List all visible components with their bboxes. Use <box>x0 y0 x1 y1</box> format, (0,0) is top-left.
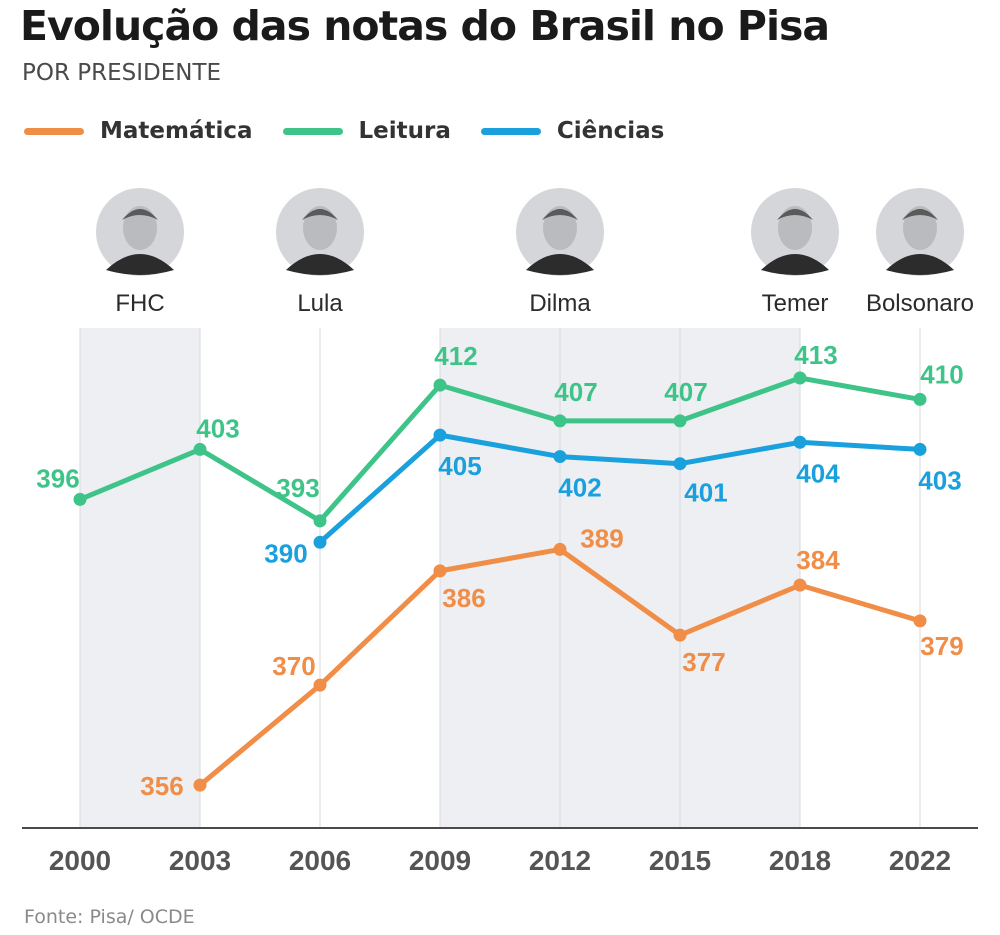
point-leitura-2018 <box>793 371 807 385</box>
source-note: Fonte: Pisa/ OCDE <box>24 906 195 928</box>
point-leitura-2012 <box>553 414 567 428</box>
portrait-fhc-icon <box>96 188 184 276</box>
legend-label-ciencias: Ciências <box>556 118 665 144</box>
point-ciencias-2018 <box>793 435 807 449</box>
data-label-matematica-2003: 356 <box>140 771 183 801</box>
point-leitura-2000 <box>73 492 87 506</box>
x-tick-label-2003: 2003 <box>169 845 231 876</box>
legend-label-leitura: Leitura <box>358 118 451 144</box>
president-label-temer: Temer <box>762 290 829 317</box>
data-label-ciencias-2006: 390 <box>264 538 307 568</box>
president-label-fhc: FHC <box>115 290 164 317</box>
point-ciencias-2015 <box>673 457 687 471</box>
data-label-leitura-2009: 412 <box>434 341 477 371</box>
x-tick-label-2018: 2018 <box>769 845 831 876</box>
chart-subtitle: POR PRESIDENTE <box>22 60 222 86</box>
data-label-leitura-2006: 393 <box>276 473 319 503</box>
point-ciencias-2009 <box>433 428 447 442</box>
point-matematica-2009 <box>433 564 447 578</box>
data-label-ciencias-2009: 405 <box>438 451 481 481</box>
band-dilma <box>440 328 800 828</box>
point-matematica-2018 <box>793 578 807 592</box>
president-label-dilma: Dilma <box>529 290 591 317</box>
legend-swatch-leitura <box>282 127 343 135</box>
point-ciencias-2006 <box>313 535 327 549</box>
data-label-ciencias-2022: 403 <box>918 465 961 495</box>
point-leitura-2015 <box>673 414 687 428</box>
portrait-bolsonaro-icon <box>876 188 964 276</box>
point-leitura-2022 <box>913 392 927 406</box>
president-label-lula: Lula <box>297 290 343 317</box>
point-ciencias-2022 <box>913 442 927 456</box>
legend-item-leitura: Leitura <box>282 118 451 144</box>
x-tick-label-2000: 2000 <box>49 845 111 876</box>
data-label-matematica-2012: 389 <box>580 523 623 553</box>
data-label-leitura-2022: 410 <box>920 359 963 389</box>
point-matematica-2012 <box>553 542 567 556</box>
data-label-matematica-2009: 386 <box>442 583 485 613</box>
president-label-bolsonaro: Bolsonaro <box>866 290 974 317</box>
data-label-ciencias-2015: 401 <box>684 478 727 508</box>
series-line-ciencias <box>317 432 923 545</box>
data-label-matematica-2018: 384 <box>796 545 840 575</box>
legend-swatch-matematica <box>24 127 84 135</box>
legend-item-matematica: Matemática <box>24 118 253 144</box>
point-matematica-2015 <box>673 628 687 642</box>
portrait-dilma-icon <box>516 188 604 276</box>
x-tick-label-2012: 2012 <box>529 845 591 876</box>
data-label-leitura-2015: 407 <box>664 377 707 407</box>
data-label-matematica-2022: 379 <box>920 631 963 661</box>
data-label-ciencias-2018: 404 <box>796 458 840 488</box>
series-line-leitura <box>77 375 923 524</box>
data-label-matematica-2006: 370 <box>272 651 315 681</box>
x-tick-label-2006: 2006 <box>289 845 351 876</box>
x-tick-label-2022: 2022 <box>889 845 951 876</box>
point-leitura-2003 <box>193 442 207 456</box>
data-label-matematica-2015: 377 <box>682 647 725 677</box>
data-label-leitura-2012: 407 <box>554 377 597 407</box>
legend-label-matematica: Matemática <box>100 118 253 144</box>
data-label-leitura-2003: 403 <box>196 413 239 443</box>
point-leitura-2009 <box>433 378 447 392</box>
point-matematica-2022 <box>913 614 927 628</box>
data-label-ciencias-2012: 402 <box>558 473 601 503</box>
point-leitura-2006 <box>313 514 327 528</box>
point-matematica-2003 <box>193 778 207 792</box>
chart-title: Evolução das notas do Brasil no Pisa <box>20 2 830 50</box>
band-fhc <box>80 328 200 828</box>
legend: Matemática Leitura Ciências <box>24 118 694 144</box>
x-tick-label-2009: 2009 <box>409 845 471 876</box>
point-ciencias-2012 <box>553 450 567 464</box>
data-label-leitura-2018: 413 <box>794 340 837 370</box>
portrait-temer-icon <box>751 188 839 276</box>
portrait-lula-icon <box>276 188 364 276</box>
point-matematica-2006 <box>313 678 327 692</box>
legend-item-ciencias: Ciências <box>480 118 665 144</box>
data-label-leitura-2000: 396 <box>36 463 79 493</box>
x-tick-label-2015: 2015 <box>649 845 711 876</box>
legend-swatch-ciencias <box>480 127 541 135</box>
